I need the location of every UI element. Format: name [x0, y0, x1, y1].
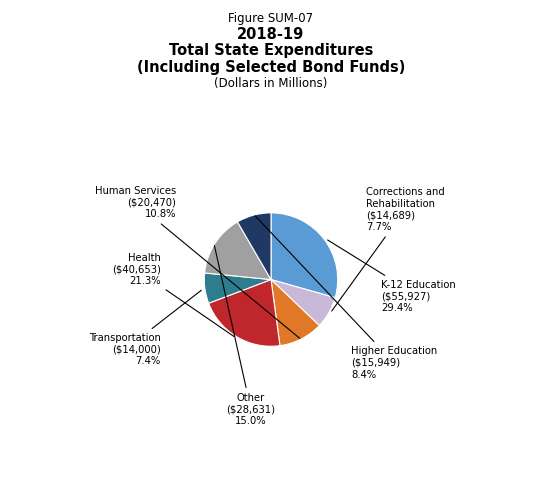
Text: Total State Expenditures: Total State Expenditures: [169, 43, 373, 58]
Wedge shape: [205, 222, 271, 280]
Wedge shape: [209, 280, 280, 346]
Text: Transportation
($14,000)
7.4%: Transportation ($14,000) 7.4%: [89, 290, 202, 366]
Text: (Including Selected Bond Funds): (Including Selected Bond Funds): [137, 60, 405, 75]
Wedge shape: [204, 273, 271, 303]
Text: Other
($28,631)
15.0%: Other ($28,631) 15.0%: [215, 245, 275, 426]
Text: Figure SUM-07: Figure SUM-07: [228, 12, 314, 25]
Wedge shape: [271, 213, 338, 298]
Text: Human Services
($20,470)
10.8%: Human Services ($20,470) 10.8%: [95, 186, 300, 338]
Wedge shape: [271, 280, 335, 325]
Text: Corrections and
Rehabilitation
($14,689)
7.7%: Corrections and Rehabilitation ($14,689)…: [332, 187, 444, 311]
Wedge shape: [237, 213, 271, 280]
Text: Higher Education
($15,949)
8.4%: Higher Education ($15,949) 8.4%: [255, 216, 437, 379]
Text: 2018-19: 2018-19: [237, 27, 305, 41]
Text: K-12 Education
($55,927)
29.4%: K-12 Education ($55,927) 29.4%: [327, 240, 456, 313]
Text: Health
($40,653)
21.3%: Health ($40,653) 21.3%: [112, 253, 234, 336]
Text: (Dollars in Millions): (Dollars in Millions): [214, 77, 328, 90]
Wedge shape: [271, 280, 319, 346]
